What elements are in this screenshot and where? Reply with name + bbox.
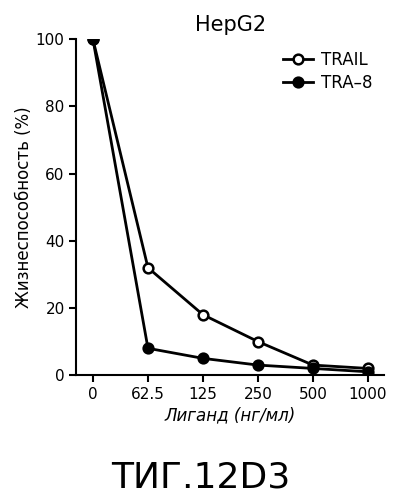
Line: TRAIL: TRAIL bbox=[88, 34, 372, 373]
Legend: TRAIL, TRA–8: TRAIL, TRA–8 bbox=[275, 44, 379, 99]
TRAIL bbox=[145, 264, 150, 270]
Y-axis label: Жизнеспособность (%): Жизнеспособность (%) bbox=[15, 106, 33, 308]
TRA–8 bbox=[255, 362, 260, 368]
TRAIL bbox=[310, 362, 314, 368]
TRAIL bbox=[255, 339, 260, 345]
TRAIL bbox=[200, 312, 205, 318]
TRAIL bbox=[365, 365, 369, 371]
Line: TRA–8: TRA–8 bbox=[88, 34, 372, 377]
Title: HepG2: HepG2 bbox=[194, 15, 265, 35]
Text: ΤИГ.12D3: ΤИГ.12D3 bbox=[111, 460, 290, 494]
TRA–8 bbox=[200, 355, 205, 361]
TRA–8 bbox=[310, 365, 314, 371]
X-axis label: Лиганд (нг/мл): Лиганд (нг/мл) bbox=[164, 406, 296, 424]
TRA–8 bbox=[90, 36, 95, 42]
TRA–8 bbox=[365, 369, 369, 375]
TRA–8 bbox=[145, 345, 150, 351]
TRAIL bbox=[90, 36, 95, 42]
